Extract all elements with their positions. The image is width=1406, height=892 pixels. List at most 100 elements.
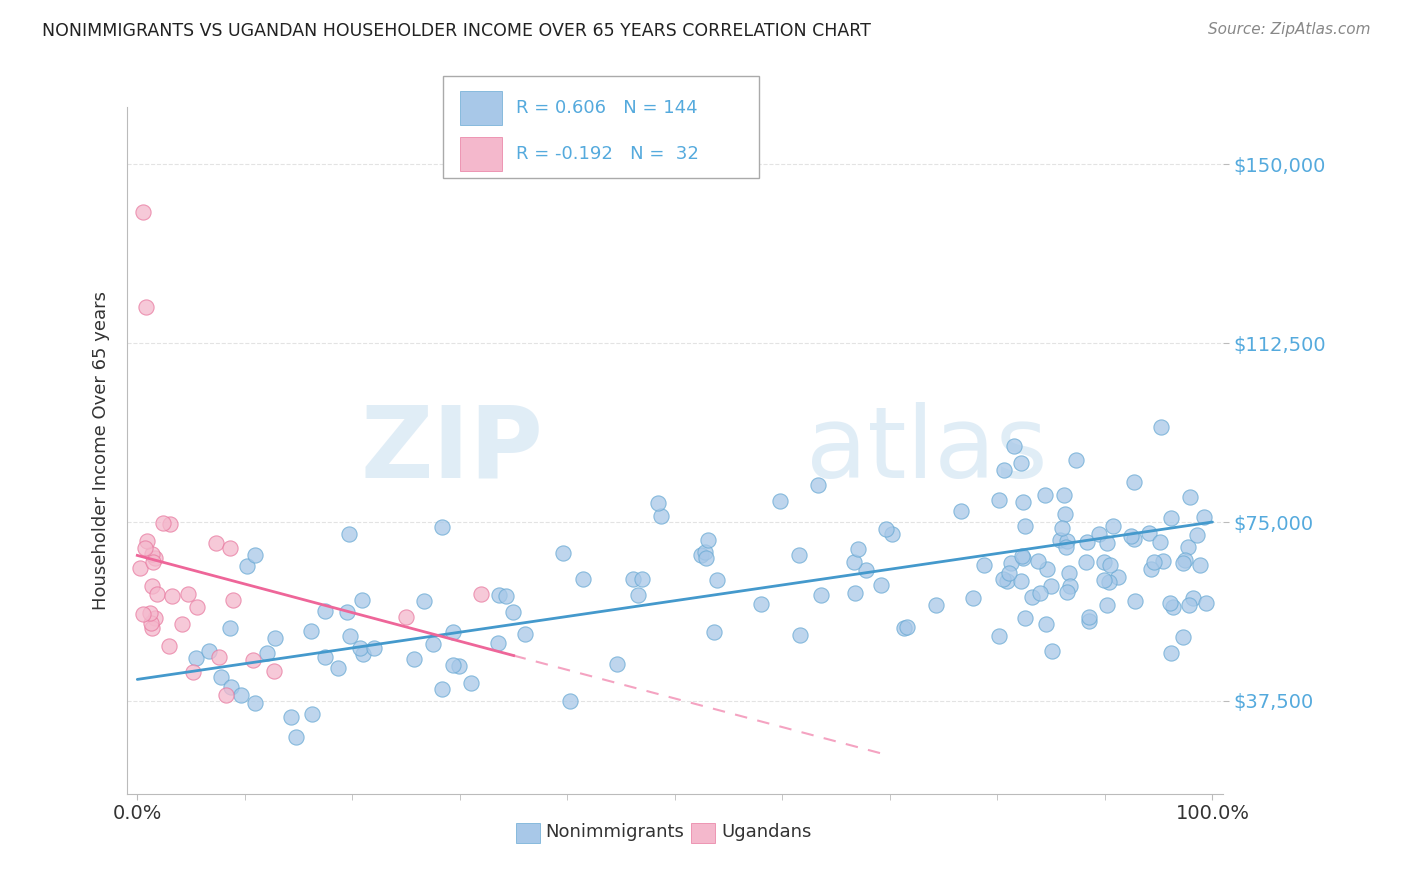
Point — [131, 205, 153, 219]
Y-axis label: Householder Income Over 65 years: Householder Income Over 65 years — [91, 291, 110, 610]
Point — [129, 561, 152, 575]
Point — [697, 533, 720, 547]
Point — [145, 611, 167, 625]
Point — [219, 541, 242, 555]
Point — [243, 696, 266, 710]
Point — [749, 597, 772, 611]
Point — [495, 589, 517, 603]
Point — [991, 572, 1014, 586]
Point — [264, 631, 287, 645]
Point — [1074, 556, 1097, 570]
Point — [1137, 525, 1160, 540]
Point — [299, 624, 322, 638]
Point — [219, 680, 242, 694]
Point — [1012, 551, 1035, 566]
Point — [870, 578, 893, 592]
Point — [1152, 554, 1174, 568]
Point — [1123, 594, 1146, 608]
Point — [170, 617, 193, 632]
Point — [1107, 570, 1129, 584]
Point — [1097, 535, 1119, 549]
Point — [551, 546, 574, 560]
Point — [1078, 614, 1101, 628]
Point — [326, 661, 349, 675]
Point — [1150, 419, 1173, 434]
Point — [1181, 591, 1204, 606]
Point — [1123, 475, 1146, 490]
Point — [962, 591, 984, 605]
Point — [1054, 540, 1077, 554]
Point — [1160, 511, 1182, 525]
Point — [208, 649, 231, 664]
Point — [449, 659, 471, 673]
Point — [352, 647, 374, 661]
Point — [1098, 574, 1121, 589]
Point — [395, 610, 418, 624]
Point — [846, 541, 869, 556]
Point — [988, 493, 1011, 508]
Point — [1187, 528, 1209, 542]
Point — [650, 508, 672, 523]
Point — [1056, 585, 1078, 599]
Point — [1059, 579, 1081, 593]
Point — [1021, 590, 1043, 604]
FancyBboxPatch shape — [692, 822, 716, 843]
Point — [695, 544, 717, 558]
Point — [1010, 574, 1032, 588]
Point — [631, 573, 654, 587]
Point — [1076, 535, 1098, 549]
Point — [314, 604, 336, 618]
Point — [896, 620, 918, 634]
Point — [363, 640, 385, 655]
Point — [1053, 488, 1076, 502]
Point — [1010, 456, 1032, 470]
Point — [1171, 556, 1194, 570]
Point — [1194, 509, 1216, 524]
Point — [162, 589, 184, 603]
Point — [413, 594, 436, 608]
Point — [1064, 453, 1087, 467]
Point — [146, 586, 169, 600]
Point — [301, 706, 323, 721]
Point — [997, 566, 1019, 580]
Point — [1171, 630, 1194, 644]
Point — [1049, 533, 1071, 547]
Point — [229, 688, 252, 702]
Point — [1040, 643, 1063, 657]
Point — [1000, 556, 1022, 570]
Point — [987, 629, 1010, 643]
Point — [441, 657, 464, 672]
Point — [132, 607, 155, 621]
Point — [925, 598, 948, 612]
Point — [1026, 553, 1049, 567]
Point — [1159, 596, 1181, 610]
Point — [141, 621, 163, 635]
Point — [337, 527, 360, 541]
Point — [1143, 555, 1166, 569]
Point — [460, 676, 482, 690]
Point — [1057, 566, 1080, 580]
Point — [703, 625, 725, 640]
Text: NONIMMIGRANTS VS UGANDAN HOUSEHOLDER INCOME OVER 65 YEARS CORRELATION CHART: NONIMMIGRANTS VS UGANDAN HOUSEHOLDER INC… — [42, 22, 872, 40]
Point — [844, 586, 866, 600]
Point — [135, 301, 157, 315]
Point — [141, 548, 163, 562]
Point — [1014, 611, 1036, 625]
Point — [432, 520, 454, 534]
Point — [470, 586, 492, 600]
Point — [143, 551, 166, 566]
Point — [221, 593, 243, 607]
Point — [627, 588, 650, 602]
Point — [181, 665, 204, 680]
Point — [1139, 562, 1161, 576]
Point — [430, 682, 453, 697]
Point — [572, 572, 595, 586]
Point — [949, 503, 972, 517]
Point — [242, 653, 264, 667]
Point — [1160, 646, 1182, 660]
Point — [1122, 532, 1144, 546]
Point — [855, 564, 877, 578]
Point — [280, 710, 302, 724]
Point — [1040, 579, 1063, 593]
Point — [136, 534, 159, 549]
